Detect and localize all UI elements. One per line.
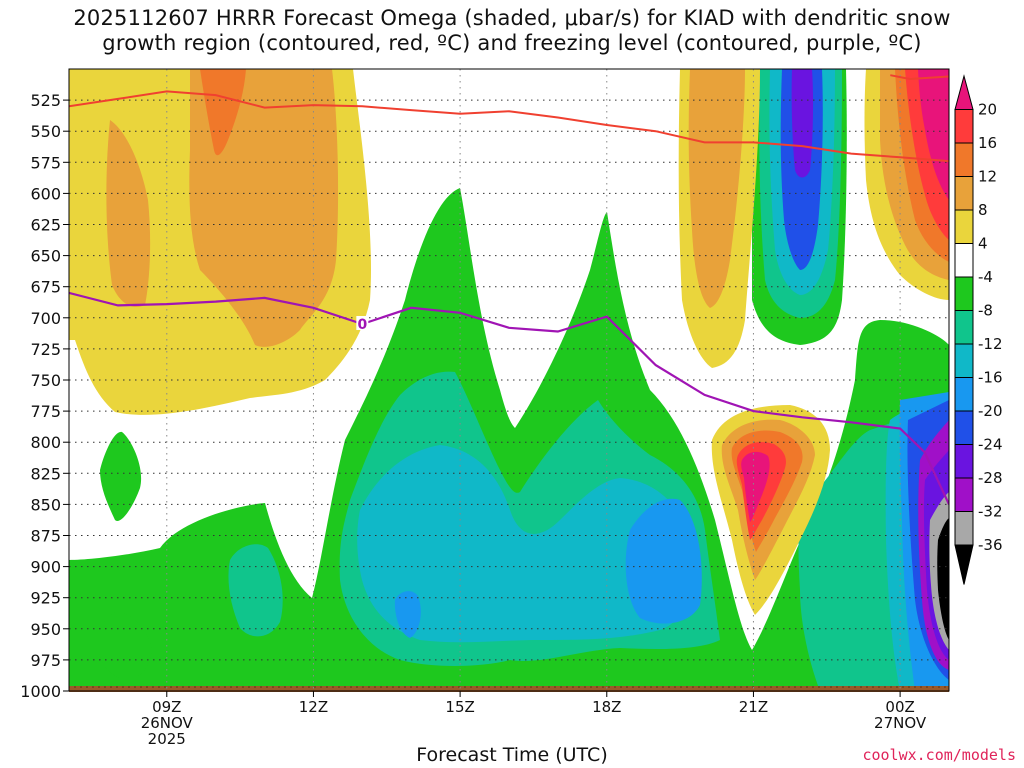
shade-blue-small (394, 591, 421, 638)
x-tick-label-18-0: 18Z (592, 698, 621, 716)
colorbar-bottom-arrow (954, 544, 974, 585)
y-tick-label-1000: 1000 (20, 682, 61, 701)
colorbar-swatch-8_12 (954, 176, 974, 211)
shade-upper-left-orange (106, 120, 151, 308)
colorbar-label-16: 16 (978, 134, 997, 152)
y-tick-label-725: 725 (30, 340, 61, 359)
shade-magenta-far-right (918, 69, 949, 200)
shade-purple-upper-right (791, 69, 814, 178)
colorbar: 20 16 12 8 4 -4 -8 -12 -16 -20 -24 -28 -32 -36 (954, 74, 1003, 585)
colorbar-swatch-m36_m32 (954, 511, 974, 546)
colorbar-swatch-4_8 (954, 209, 974, 244)
freezing-level-contour (69, 291, 949, 505)
grid-lines (69, 69, 949, 691)
x-tick-label-9-0: 09Z (152, 698, 181, 716)
colorbar-label--20: -20 (978, 402, 1003, 420)
colorbar-swatch-m8_m4 (954, 276, 974, 311)
y-tick-label-875: 875 (30, 527, 61, 546)
y-tick-label-550: 550 (30, 122, 61, 141)
colorbar-label--12: -12 (978, 335, 1003, 353)
freezing-level-label: 0 (357, 317, 367, 333)
colorbar-label--8: -8 (978, 302, 993, 320)
colorbar-label--24: -24 (978, 436, 1003, 454)
colorbar-swatch-m28_m24 (954, 444, 974, 479)
dendritic-growth-contour (69, 90, 949, 163)
colorbar-label-20: 20 (978, 101, 997, 119)
colorbar-label--28: -28 (978, 469, 1003, 487)
colorbar-label--16: -16 (978, 369, 1003, 387)
colorbar-label--4: -4 (978, 268, 993, 286)
shade-blue-center (625, 498, 702, 624)
y-tick-label-825: 825 (30, 464, 61, 483)
y-tick-label-925: 925 (30, 589, 61, 608)
y-tick-label-700: 700 (30, 309, 61, 328)
colorbar-swatch-m32_m28 (954, 477, 974, 512)
colorbar-swatch-m20_m16 (954, 377, 974, 412)
title-line-1: 2025112607 HRRR Forecast Omega (shaded, … (73, 6, 951, 30)
shade-cyan-center (357, 445, 692, 643)
colorbar-label-8: 8 (978, 201, 988, 219)
credit-link[interactable]: coolwx.com/models (862, 746, 1016, 764)
x-tick-label-9-2: 2025 (148, 730, 186, 748)
x-tick-label-9-1: 26NOV (141, 714, 194, 732)
shade-black-lower-right (937, 518, 949, 640)
colorbar-label-4: 4 (978, 235, 988, 253)
colorbar-top-arrow (954, 74, 974, 110)
y-axis: 525 550 575 600 625 650 675 700 725 750 775 800 825 8… (20, 91, 69, 701)
y-tick-label-600: 600 (30, 184, 61, 203)
y-tick-label-650: 650 (30, 247, 61, 266)
x-tick-label-24-0: 00Z (885, 698, 914, 716)
title-line-2: growth region (contoured, red, ºC) and f… (102, 31, 922, 55)
colorbar-swatch-m16_m12 (954, 343, 974, 378)
shade-green-blob-left (100, 431, 142, 521)
y-tick-label-800: 800 (30, 433, 61, 452)
shade-green-main (69, 188, 949, 691)
y-tick-label-950: 950 (30, 620, 61, 639)
contour-lines: 0 (69, 74, 949, 505)
y-tick-label-850: 850 (30, 495, 61, 514)
y-tick-label-975: 975 (30, 651, 61, 670)
y-tick-label-525: 525 (30, 91, 61, 110)
colorbar-swatch-12_16 (954, 142, 974, 177)
colorbar-label--32: -32 (978, 503, 1003, 521)
colorbar-swatch-m12_m8 (954, 310, 974, 345)
ground-surface (69, 686, 949, 692)
x-tick-label-24-1: 27NOV (874, 714, 927, 732)
chart-title: 2025112607 HRRR Forecast Omega (shaded, … (0, 6, 1024, 56)
y-tick-label-775: 775 (30, 402, 61, 421)
x-tick-label-15-0: 15Z (445, 698, 474, 716)
x-tick-label-21-0: 21Z (739, 698, 768, 716)
shade-orange-right (688, 69, 745, 308)
colorbar-swatch-m4_4 (954, 243, 974, 278)
shade-teal-left (228, 544, 283, 637)
y-tick-label-575: 575 (30, 153, 61, 172)
colorbar-label-12: 12 (978, 168, 997, 186)
x-tick-label-12-0: 12Z (299, 698, 328, 716)
y-tick-label-675: 675 (30, 278, 61, 297)
freezing-label-bg (356, 316, 369, 331)
y-tick-label-625: 625 (30, 216, 61, 235)
upper-red-contour (890, 74, 949, 81)
x-axis-title: Forecast Time (UTC) (416, 744, 608, 766)
y-tick-label-900: 900 (30, 558, 61, 577)
colorbar-label--36: -36 (978, 536, 1003, 554)
y-tick-label-750: 750 (30, 371, 61, 390)
shade-upper-top-orange (200, 69, 246, 156)
colorbar-swatch-m24_m20 (954, 410, 974, 445)
colorbar-swatch-16_20 (954, 109, 974, 144)
